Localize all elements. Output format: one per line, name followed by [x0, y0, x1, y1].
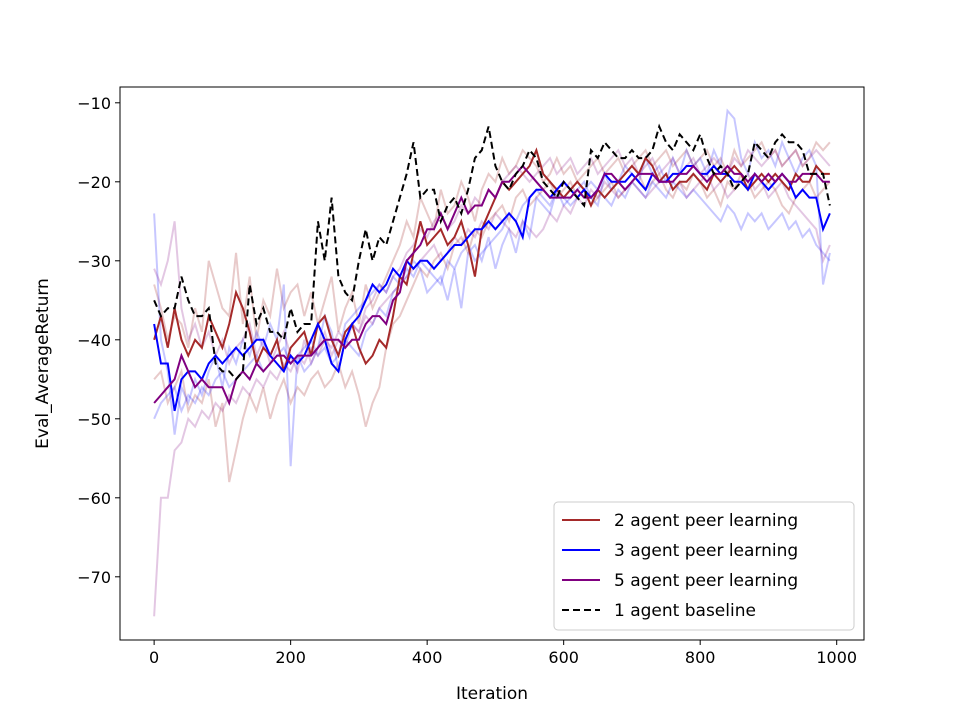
- faint-run-line-2: [153, 172, 831, 483]
- x-axis-label: Iteration: [456, 684, 528, 704]
- y-tick-label: −10: [77, 94, 111, 113]
- x-tick-label: 400: [412, 648, 443, 667]
- y-tick-label: −60: [77, 489, 111, 508]
- y-tick-label: −30: [77, 252, 111, 271]
- y-axis-label: Eval_AverageReturn: [33, 278, 53, 449]
- series-line-4: [153, 123, 831, 381]
- legend-box: [553, 501, 855, 631]
- y-tick-label: −40: [77, 331, 111, 350]
- x-tick-label: 800: [685, 648, 716, 667]
- legend-label: 5 agent peer learning: [614, 571, 798, 591]
- series-line-3: [153, 164, 830, 406]
- y-tick-label: −70: [77, 568, 111, 587]
- legend-label: 3 agent peer learning: [614, 541, 798, 561]
- x-tick-label: 600: [548, 648, 579, 667]
- x-tick-label: 1000: [816, 648, 857, 667]
- x-tick-label: 0: [149, 648, 159, 667]
- plot-frame: [119, 86, 865, 641]
- legend-label: 1 agent baseline: [614, 601, 756, 621]
- legend-label: 2 agent peer learning: [614, 511, 798, 531]
- series-line-1: [153, 147, 830, 372]
- y-tick-label: −50: [77, 410, 111, 429]
- faint-run-line-5: [153, 172, 831, 617]
- legend: 2 agent peer learning 3 agent peer learni…: [553, 501, 855, 631]
- series-line-2: [153, 164, 831, 412]
- faint-run-line-3: [153, 108, 831, 467]
- y-tick-label: −20: [77, 173, 111, 192]
- main-lines-layer: [153, 123, 831, 412]
- faint-run-line-1: [153, 140, 831, 348]
- x-tick-label: 200: [275, 648, 306, 667]
- ticks-layer: 0 200 400 600 800 1000 −10 −20 −30 −40 −50 −60 −70: [77, 94, 857, 667]
